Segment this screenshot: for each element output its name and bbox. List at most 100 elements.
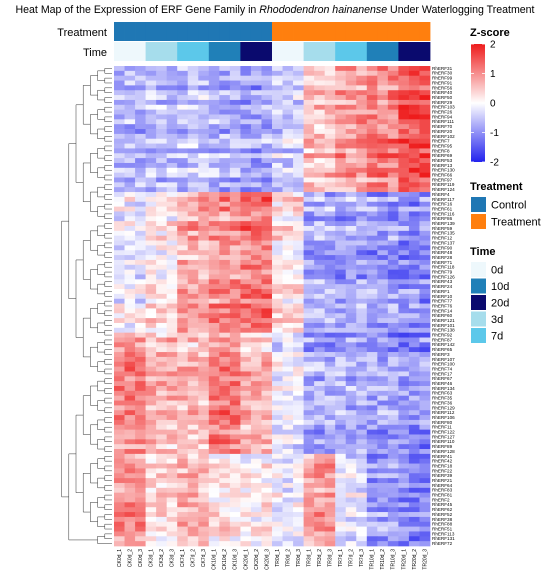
heatmap-cell bbox=[177, 337, 189, 343]
treatment-annotation-cell bbox=[314, 22, 326, 41]
heatmap-cell bbox=[145, 395, 157, 401]
heatmap-cell bbox=[261, 361, 273, 367]
heatmap-cell bbox=[261, 95, 273, 101]
heatmap-cell bbox=[303, 129, 315, 135]
heatmap-cell bbox=[345, 366, 357, 372]
heatmap-cell bbox=[356, 473, 368, 479]
heatmap-cell bbox=[335, 512, 347, 518]
heatmap-cell bbox=[145, 516, 157, 523]
heatmap-cell bbox=[198, 201, 210, 207]
row-label: RhERF24 bbox=[432, 284, 453, 289]
heatmap-cell bbox=[314, 192, 326, 198]
heatmap-cell bbox=[114, 473, 125, 479]
heatmap-cell bbox=[419, 114, 431, 120]
heatmap-cell bbox=[324, 269, 336, 275]
heatmap-cell bbox=[124, 206, 136, 212]
heatmap-cell bbox=[124, 308, 136, 314]
heatmap-cell bbox=[314, 478, 326, 484]
heatmap-cell bbox=[198, 226, 210, 232]
heatmap-cell bbox=[272, 439, 283, 445]
heatmap-cell bbox=[293, 264, 304, 270]
heatmap-cell bbox=[198, 415, 210, 421]
heatmap-cell bbox=[208, 395, 220, 401]
row-label: RhERF36 bbox=[432, 400, 453, 405]
heatmap-cell bbox=[114, 279, 125, 285]
heatmap-cell bbox=[377, 284, 389, 290]
heatmap-cell bbox=[335, 230, 347, 237]
heatmap-cell bbox=[187, 255, 199, 261]
heatmap-cell bbox=[177, 274, 189, 280]
heatmap-cell bbox=[114, 400, 125, 406]
heatmap-cell bbox=[187, 405, 199, 411]
heatmap-cell bbox=[314, 255, 326, 261]
heatmap-cell bbox=[208, 167, 220, 174]
heatmap-cell bbox=[314, 148, 326, 154]
heatmap-cell bbox=[156, 162, 168, 169]
heatmap-cell bbox=[250, 162, 262, 169]
heatmap-cell bbox=[398, 361, 410, 367]
heatmap-cell bbox=[282, 419, 294, 426]
heatmap-cell bbox=[177, 99, 189, 106]
heatmap-cell bbox=[335, 531, 347, 537]
heatmap-cell bbox=[314, 172, 326, 178]
heatmap-cell bbox=[366, 138, 378, 144]
heatmap-cell bbox=[219, 99, 231, 106]
heatmap-cell bbox=[303, 439, 315, 445]
heatmap-cell bbox=[124, 327, 136, 334]
heatmap-cell bbox=[272, 216, 283, 222]
heatmap-cell bbox=[229, 153, 241, 159]
heatmap-cell bbox=[387, 395, 399, 401]
heatmap-cell bbox=[208, 347, 220, 353]
heatmap-cell bbox=[250, 458, 262, 464]
heatmap-cell bbox=[408, 381, 420, 387]
heatmap-cell bbox=[114, 327, 125, 334]
heatmap-cell bbox=[398, 230, 410, 237]
heatmap-cell bbox=[335, 182, 347, 188]
heatmap-cell bbox=[177, 356, 189, 363]
heatmap-cell bbox=[261, 332, 273, 338]
heatmap-cell bbox=[156, 410, 168, 416]
heatmap-cell bbox=[314, 352, 326, 358]
heatmap-cell bbox=[219, 521, 231, 527]
heatmap-cell bbox=[198, 531, 210, 537]
heatmap-cell bbox=[187, 424, 199, 430]
heatmap-cell bbox=[135, 434, 146, 440]
heatmap-cell bbox=[387, 366, 399, 372]
heatmap-cell bbox=[272, 463, 283, 469]
heatmap-cell bbox=[198, 284, 210, 290]
heatmap-cell bbox=[177, 259, 189, 266]
heatmap-cell bbox=[145, 187, 157, 193]
heatmap-cell bbox=[187, 308, 199, 314]
heatmap-cell bbox=[261, 424, 273, 430]
dendrogram-branch bbox=[90, 75, 98, 96]
heatmap-cell bbox=[135, 245, 146, 251]
heatmap-cell bbox=[356, 313, 368, 319]
heatmap-cell bbox=[398, 439, 410, 445]
heatmap-cell bbox=[345, 415, 357, 421]
heatmap-cell bbox=[250, 303, 262, 309]
heatmap-cell bbox=[377, 327, 389, 334]
heatmap-cell bbox=[377, 381, 389, 387]
heatmap-cell bbox=[366, 521, 378, 527]
heatmap-cell bbox=[198, 138, 210, 144]
heatmap-cell bbox=[272, 516, 283, 523]
heatmap-cell bbox=[240, 386, 252, 392]
heatmap-cell bbox=[187, 235, 199, 241]
heatmap-cell bbox=[187, 119, 199, 125]
heatmap-cell bbox=[156, 492, 168, 498]
heatmap-cell bbox=[419, 429, 431, 435]
heatmap-cell bbox=[366, 352, 378, 358]
heatmap-cell bbox=[187, 114, 199, 120]
heatmap-cell bbox=[314, 521, 326, 527]
heatmap-cell bbox=[272, 541, 283, 547]
heatmap-cell bbox=[250, 148, 262, 154]
heatmap-cell bbox=[219, 182, 231, 188]
heatmap-cell bbox=[324, 473, 336, 479]
heatmap-cell bbox=[398, 143, 410, 149]
heatmap-cell bbox=[156, 536, 168, 542]
heatmap-cell bbox=[145, 541, 157, 547]
heatmap-cell bbox=[282, 526, 294, 532]
heatmap-cell bbox=[345, 390, 357, 397]
heatmap-cell bbox=[419, 70, 431, 77]
heatmap-cell bbox=[177, 138, 189, 144]
